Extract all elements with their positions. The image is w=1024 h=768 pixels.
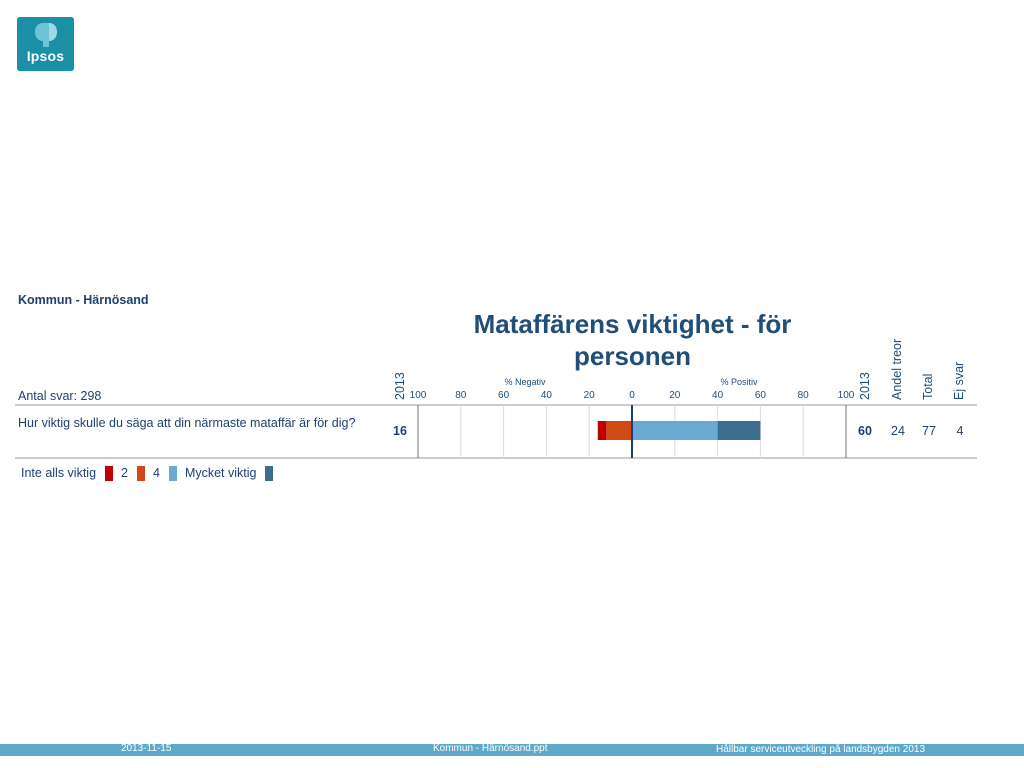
axis-label-positive: % Positiv	[720, 377, 758, 387]
legend-label-inte-alls-viktig: Inte alls viktig	[21, 466, 97, 480]
chart-title: Mataffärens viktighet - för personen	[473, 309, 792, 371]
tick-label: 80	[455, 390, 467, 401]
bar-segment	[606, 421, 632, 440]
legend-swatch-mycket-viktig	[265, 465, 274, 481]
tick-label: 20	[669, 390, 681, 401]
value-negative-2013: 16	[393, 424, 407, 438]
tick-label: 0	[629, 390, 635, 401]
footer-filename: Kommun - Härnösand.ppt	[433, 743, 548, 754]
tick-label: 40	[541, 390, 553, 401]
axis-label-negative: % Negativ	[504, 377, 546, 387]
value-total: 77	[922, 424, 936, 438]
tick-label: 100	[838, 390, 855, 401]
legend-swatch-inte-alls-viktig	[105, 465, 114, 481]
response-count: Antal svar: 298	[18, 389, 102, 403]
tick-label: 60	[755, 390, 767, 401]
bar-segment	[632, 421, 718, 440]
region-subtitle: Kommun - Härnösand	[18, 293, 149, 307]
tick-label: 80	[798, 390, 810, 401]
bar-segment	[597, 421, 607, 440]
legend-label-mycket-viktig: Mycket viktig	[184, 466, 257, 480]
legend-label-4: 4	[152, 466, 160, 480]
ipsos-logo: Ipsos	[17, 17, 74, 71]
tick-label: 20	[584, 390, 596, 401]
bar-segment	[717, 421, 761, 440]
logo-mark-icon	[17, 17, 74, 71]
tick-label: 60	[498, 390, 510, 401]
value-andel-treor: 24	[891, 424, 905, 438]
footer-date: 2013-11-15	[121, 743, 172, 754]
logo-text: Ipsos	[26, 48, 65, 64]
chart-legend: Inte alls viktig 2 4 Mycket viktig	[21, 464, 281, 482]
footer-project: Hållbar serviceutveckling på landsbygden…	[716, 744, 926, 755]
tick-label: 40	[712, 390, 724, 401]
legend-swatch-2	[136, 465, 145, 481]
diverging-bar-chart: 100 80 60 40 20 0 20 40 60 80 100 % Negativ % Positi…	[15, 377, 977, 459]
footer-bar: 2013-11-15 Kommun - Härnösand.ppt Hållba…	[0, 743, 1024, 756]
tick-label: 100	[410, 390, 427, 401]
value-ej-svar: 4	[956, 424, 964, 438]
question-text: Hur viktig skulle du säga att din närmas…	[18, 416, 356, 430]
legend-swatch-4	[168, 465, 177, 481]
legend-label-2: 2	[121, 466, 128, 480]
value-positive-2013: 60	[858, 424, 872, 438]
